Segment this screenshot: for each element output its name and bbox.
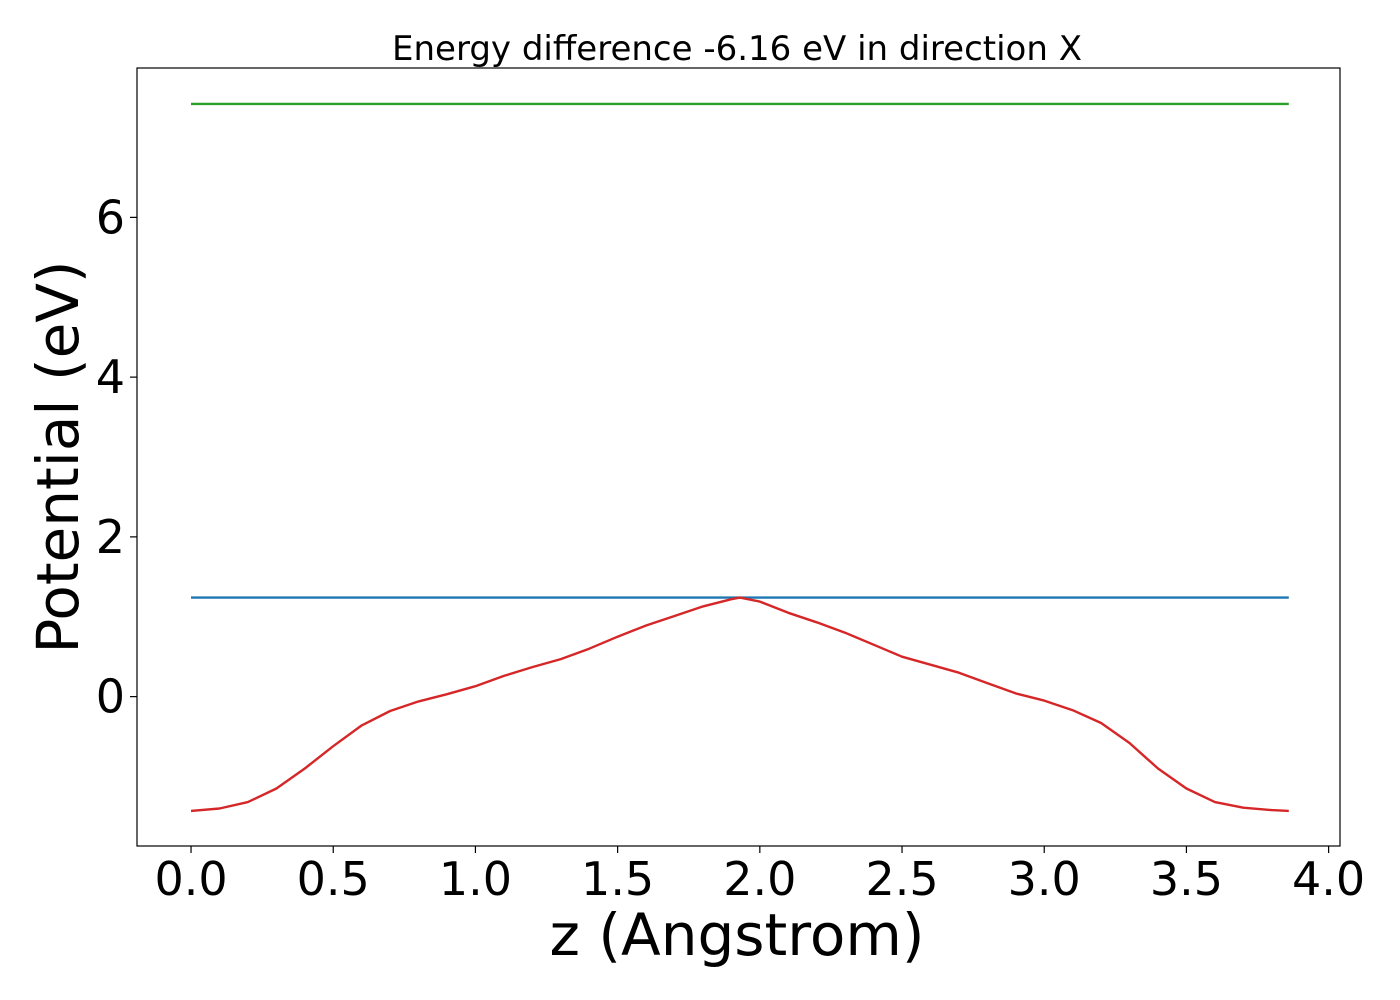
x-tick-label: 2.0 xyxy=(723,852,796,906)
y-tick-label: 2 xyxy=(96,510,125,564)
series-group xyxy=(190,102,1289,813)
x-tick-label: 1.0 xyxy=(439,852,512,906)
x-tick-label: 3.0 xyxy=(1008,852,1081,906)
y-ticks: 0 2 4 6 xyxy=(96,190,137,724)
y-tick-label: 6 xyxy=(96,190,125,244)
x-axis-label: z (Angstrom) xyxy=(550,901,925,969)
x-ticks: 0.0 0.5 1.0 1.5 2.0 2.5 3.0 3.5 4.0 xyxy=(154,846,1365,906)
x-tick-label: 3.5 xyxy=(1150,852,1223,906)
x-tick-label: 4.0 xyxy=(1292,852,1365,906)
y-tick-label: 4 xyxy=(96,350,125,404)
series-line-2 xyxy=(190,596,1289,813)
x-tick-label: 2.5 xyxy=(865,852,938,906)
chart-title: Energy difference -6.16 eV in direction … xyxy=(392,29,1082,69)
plot-frame xyxy=(136,67,1341,847)
y-axis-label: Potential (eV) xyxy=(24,260,92,653)
x-tick-label: 0.5 xyxy=(297,852,370,906)
x-tick-label: 0.0 xyxy=(154,852,227,906)
y-tick-label: 0 xyxy=(96,670,125,724)
x-tick-label: 1.5 xyxy=(581,852,654,906)
